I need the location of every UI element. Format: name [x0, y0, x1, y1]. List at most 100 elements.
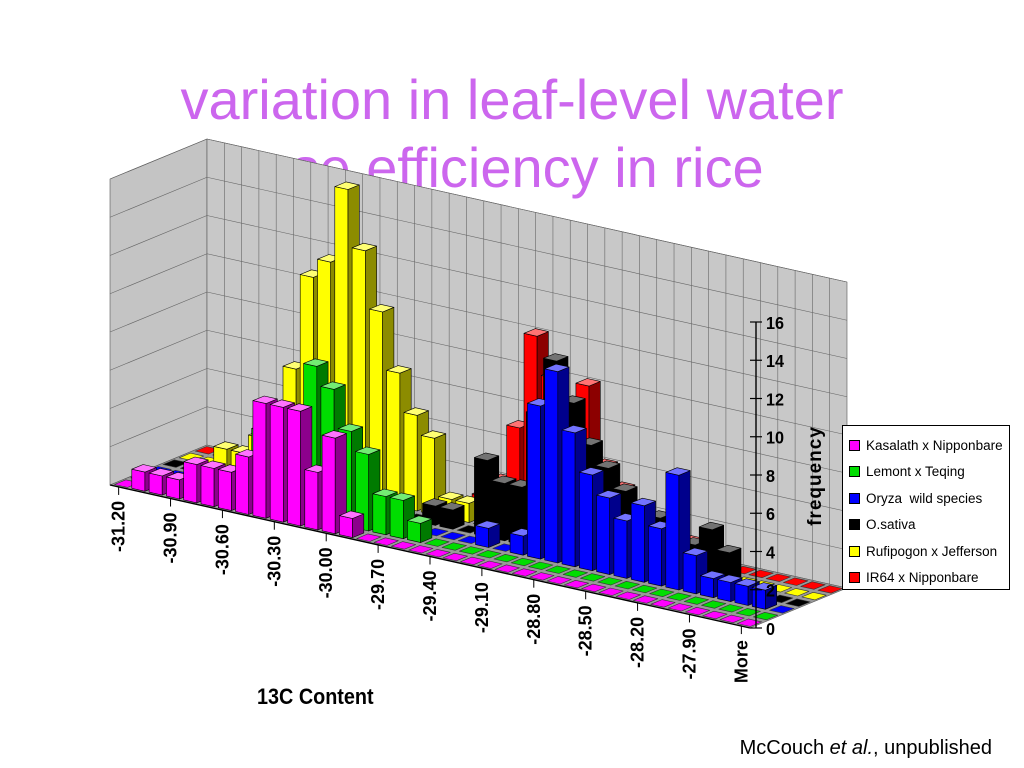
bar [476, 550, 502, 559]
bar [563, 579, 590, 589]
category-axis-tick-label: -28.20 [628, 617, 648, 668]
bar-front [235, 453, 249, 515]
bar-top [403, 407, 429, 416]
side-wall-gridline [109, 368, 208, 409]
legend-label: O.sativa [866, 517, 916, 533]
bar-top [420, 430, 447, 439]
bar-top [321, 430, 347, 439]
bar-floor-tile [424, 538, 450, 547]
bar-floor-tile [529, 572, 555, 581]
bar-floor-tile [356, 533, 382, 542]
bar [784, 588, 810, 597]
category-axis-tick-label: -30.00 [316, 547, 336, 598]
bar-top [561, 424, 587, 434]
bar-top [355, 446, 381, 455]
bar-front [287, 408, 301, 527]
bar-floor-tile [476, 550, 502, 559]
bar-top [269, 399, 295, 408]
bar-top [491, 475, 517, 484]
bar [493, 553, 519, 563]
bar-top [438, 491, 464, 500]
bar [529, 572, 555, 581]
bar-top [389, 492, 415, 501]
bar-top [543, 353, 569, 362]
bar [597, 577, 623, 586]
value-axis-tick-label: 14 [766, 351, 784, 371]
bar [614, 580, 640, 590]
bar [615, 591, 641, 600]
bar [735, 608, 761, 617]
bar-top [334, 181, 360, 190]
bar-floor-tile [562, 569, 588, 578]
side-wall-gridline [109, 406, 208, 448]
chart-legend: Kasalath x Nipponbare Lemont x Teqing Oryz… [842, 425, 1010, 590]
bar-top [596, 490, 622, 499]
back-wall-gridline [206, 138, 848, 283]
bar [684, 606, 711, 616]
bar-front [304, 469, 319, 531]
bar-floor-tile [477, 560, 503, 569]
legend-swatch [849, 519, 860, 531]
bar-top [716, 544, 742, 554]
y-axis-title: frequency [805, 426, 826, 526]
bar-floor-tile [440, 531, 466, 541]
legend-swatch [849, 545, 860, 557]
bar-front [751, 586, 766, 610]
bar-top [386, 365, 412, 374]
bar-top [213, 441, 239, 450]
bar-floor-tile [631, 584, 658, 594]
bar-top [734, 578, 760, 587]
bar-floor-tile [735, 608, 761, 617]
bar-top [131, 464, 157, 473]
bar-floor-tile [494, 564, 520, 573]
bar-top [252, 395, 278, 404]
citation: McCouch et al., unpublished [740, 737, 992, 760]
bar-front [648, 525, 662, 587]
bar-top [575, 378, 601, 387]
legend-item: IR64 x Nipponbare [849, 565, 1009, 592]
bar [440, 531, 466, 541]
bar [667, 603, 693, 612]
bar-top [339, 510, 365, 519]
bar-floor-tile [649, 588, 675, 598]
category-axis-tick-label: -28.80 [524, 594, 544, 645]
value-axis-tick-label: 16 [766, 313, 784, 333]
bar-floor-tile [718, 604, 744, 613]
bar [581, 583, 607, 593]
bar [339, 510, 365, 538]
side-wall-gridline [109, 138, 208, 180]
side-wall-gridline [109, 176, 208, 218]
bar-top [200, 460, 226, 469]
legend-item: Lemont x Teqing [849, 459, 1009, 486]
bar-floor-tile [581, 583, 607, 593]
bar [425, 549, 451, 558]
value-axis-tick-label: 4 [766, 543, 775, 563]
slide-title-line1: variation in leaf-level water [180, 68, 844, 131]
bar-floor-tile [765, 573, 791, 582]
bar [475, 520, 501, 548]
bar-top [665, 467, 691, 476]
legend-item: Oryza wild species [849, 485, 1009, 512]
bar-top [148, 468, 174, 477]
bar-top [682, 547, 708, 556]
bar-front [166, 476, 180, 500]
bar-top [475, 520, 501, 529]
back-wall-gridline [206, 215, 848, 359]
bar [785, 598, 811, 607]
category-axis-tick-label: -28.50 [576, 605, 596, 656]
side-wall-gridline [109, 329, 208, 371]
bar-top [595, 460, 621, 469]
bar [783, 577, 809, 586]
bar [408, 545, 434, 554]
bar [407, 515, 433, 543]
bar-top [699, 570, 726, 579]
legend-swatch [849, 466, 860, 478]
bar [633, 595, 659, 604]
category-axis: -31.20 -30.90 -30.60 -30.30 -30.00 -29.70 -29.… [109, 484, 751, 683]
bar-floor-tile [373, 537, 399, 546]
bar [439, 502, 465, 530]
bar-floor-tile [769, 605, 795, 614]
bar-floor-tile [563, 579, 590, 589]
side-wall-gridline [109, 253, 208, 295]
